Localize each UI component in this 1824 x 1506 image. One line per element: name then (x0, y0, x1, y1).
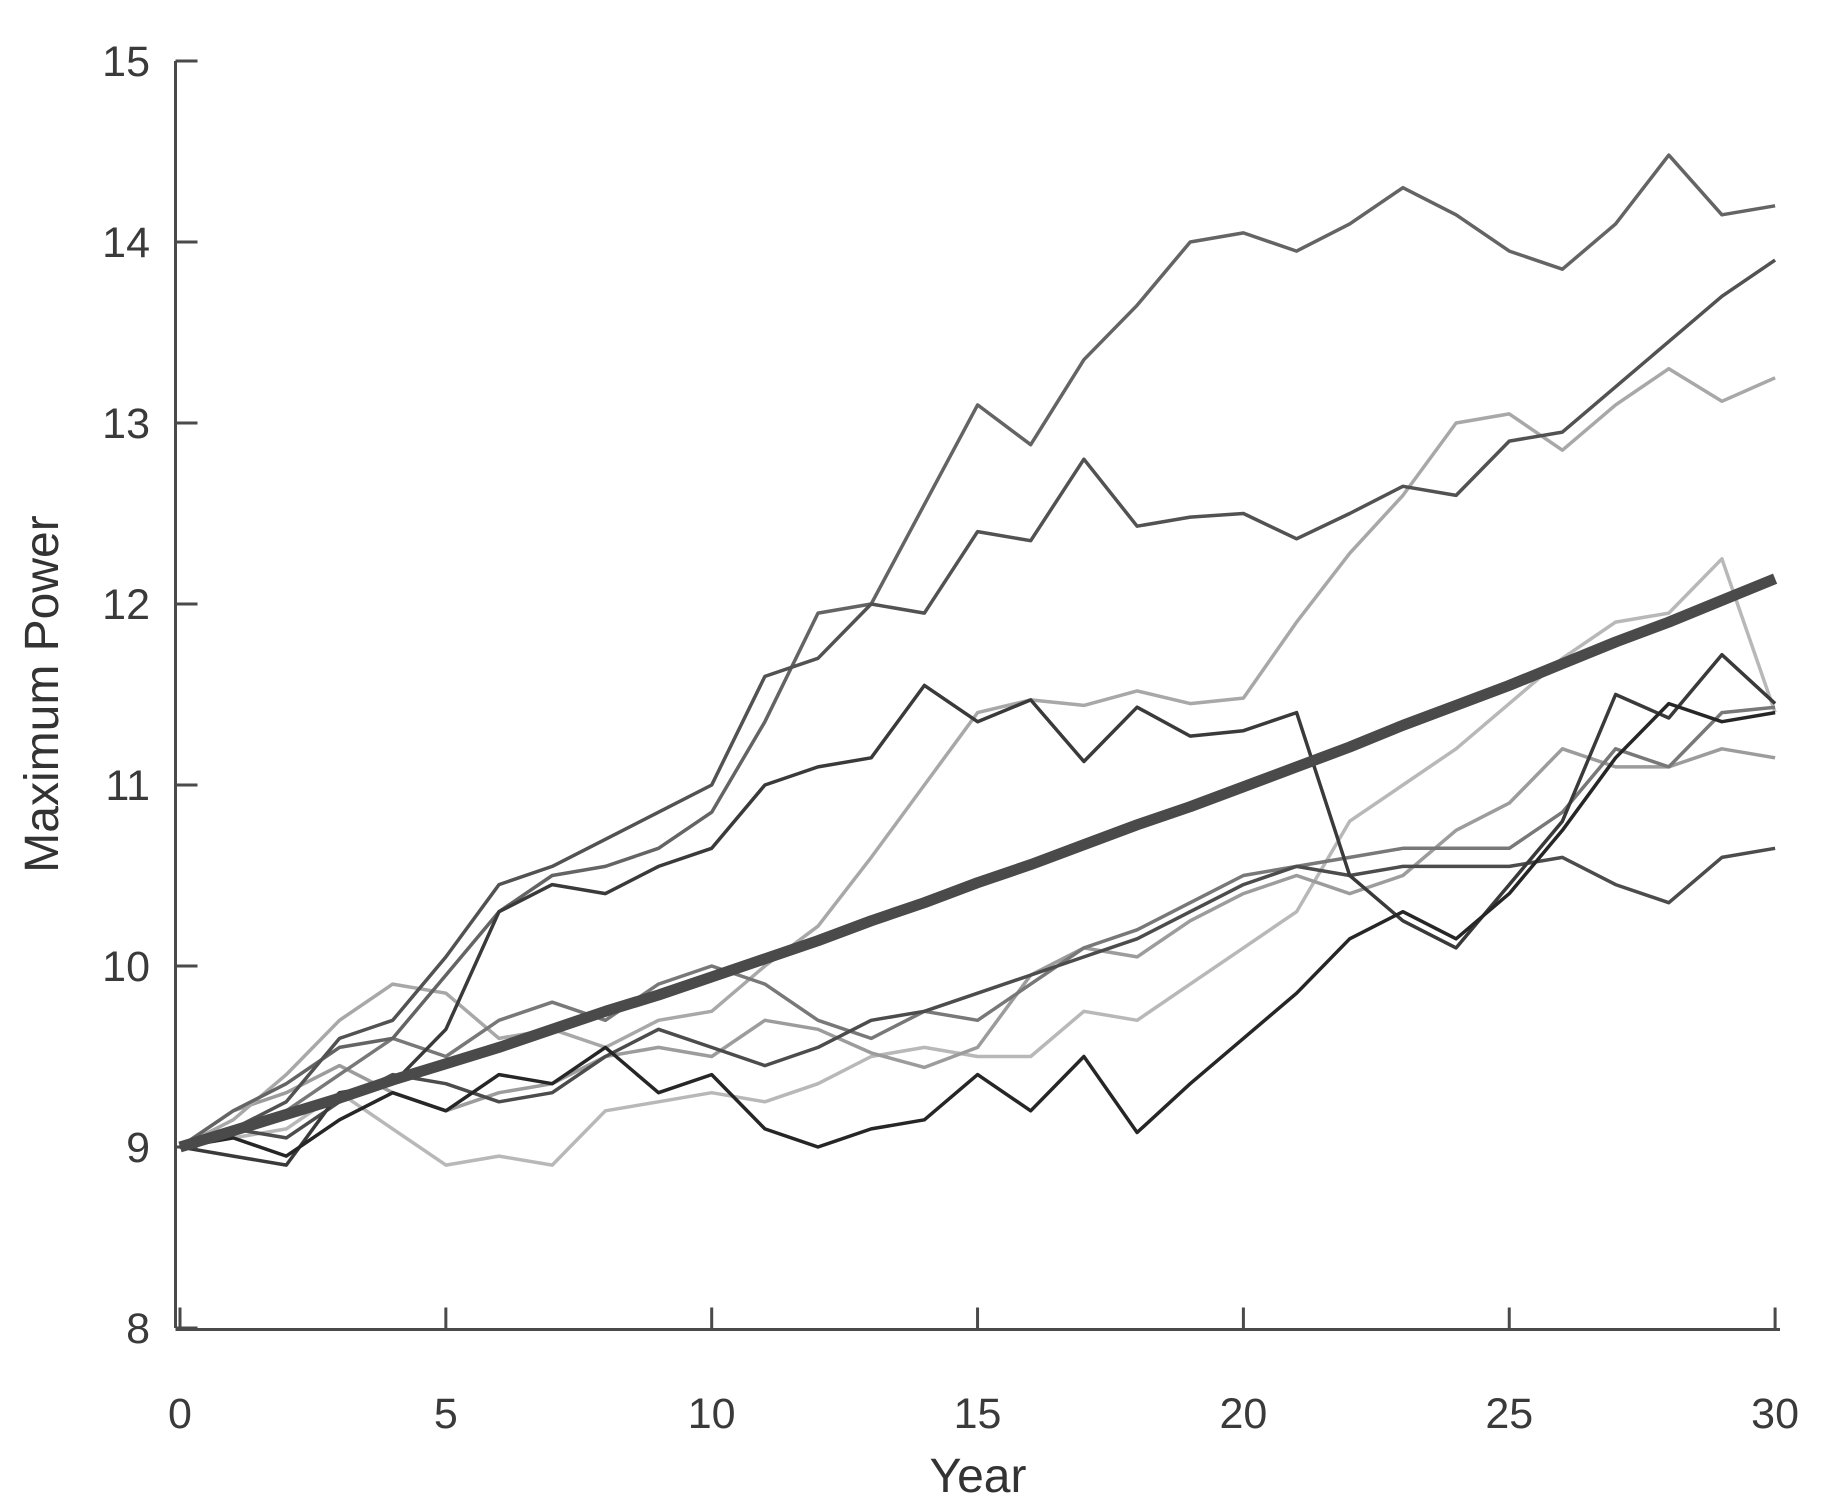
series-walk-1 (179, 557, 1777, 1167)
y-tick-label: 13 (102, 400, 150, 448)
x-tick-label: 25 (1485, 1390, 1533, 1438)
y-tick-label: 11 (105, 762, 150, 810)
y-tick-label: 8 (126, 1305, 150, 1353)
series-walk-9 (179, 701, 1776, 1158)
x-tick-label: 10 (688, 1390, 736, 1438)
y-tick-label: 15 (102, 38, 150, 86)
series-walk-5 (179, 153, 1776, 1149)
series-walk-6 (179, 258, 1777, 1149)
x-tick-label: 5 (434, 1390, 458, 1438)
series-walk-4 (179, 705, 1776, 1149)
series-walk-8 (179, 652, 1777, 1167)
y-tick-label: 14 (102, 219, 150, 267)
x-axis-title: Year (930, 1450, 1027, 1503)
y-axis-title: Maximum Power (16, 515, 69, 872)
y-tick-label: 10 (102, 943, 150, 991)
x-tick-label: 15 (954, 1390, 1002, 1438)
series-walk-3 (179, 366, 1776, 1149)
y-tick-label: 9 (126, 1124, 150, 1172)
axes-layer: 8 9 10 11 12 13 14 15 0 5 10 15 20 25 30 (102, 38, 1799, 1438)
x-tick-label: 20 (1219, 1390, 1267, 1438)
series-expected-trend (178, 573, 1778, 1153)
series-walk-2 (179, 747, 1776, 1149)
x-tick-label: 30 (1751, 1390, 1799, 1438)
series-layer (178, 153, 1778, 1167)
x-tick-label: 0 (168, 1390, 192, 1438)
y-tick-label: 12 (102, 581, 150, 629)
series-walk-7 (179, 846, 1776, 1149)
